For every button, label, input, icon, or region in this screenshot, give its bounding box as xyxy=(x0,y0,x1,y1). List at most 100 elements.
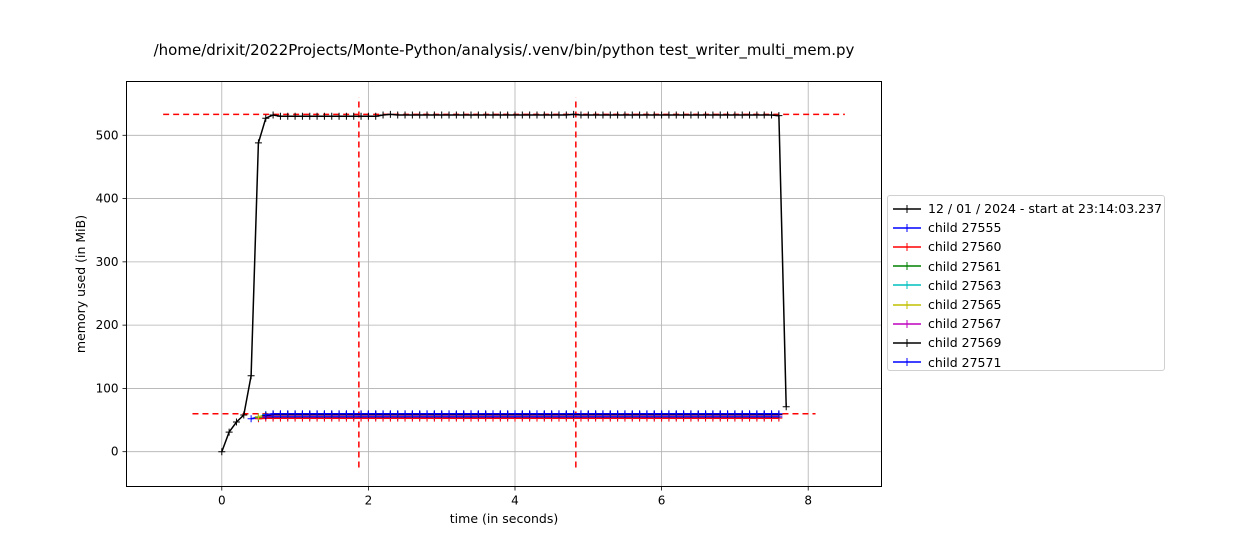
data-point-marker xyxy=(687,111,695,119)
series-2 xyxy=(254,414,783,423)
legend-label: 12 / 01 / 2024 - start at 23:14:03.237 xyxy=(928,201,1162,216)
data-point-marker xyxy=(540,111,548,119)
data-point-marker xyxy=(577,410,585,418)
y-axis-label: memory used (in MiB) xyxy=(73,215,88,353)
data-point-marker xyxy=(452,111,460,119)
data-point-marker xyxy=(584,410,592,418)
y-tick-label: 500 xyxy=(96,128,119,142)
data-point-marker xyxy=(262,411,270,419)
data-point-marker xyxy=(225,428,233,436)
data-point-marker xyxy=(496,410,504,418)
data-point-marker xyxy=(276,410,284,418)
legend-entry: child 27560 xyxy=(892,237,1001,256)
data-point-marker xyxy=(386,410,394,418)
data-point-marker xyxy=(716,410,724,418)
data-point-marker xyxy=(386,110,394,118)
data-point-marker xyxy=(269,111,277,119)
legend-swatch xyxy=(892,355,922,369)
legend-swatch xyxy=(892,298,922,312)
legend-entry: child 27563 xyxy=(892,276,1001,295)
data-point-marker xyxy=(423,410,431,418)
data-point-marker xyxy=(452,410,460,418)
data-point-marker xyxy=(555,410,563,418)
data-point-marker xyxy=(584,111,592,119)
data-point-marker xyxy=(592,111,600,119)
data-point-marker xyxy=(768,410,776,418)
data-point-marker xyxy=(218,448,226,456)
legend-label: child 27563 xyxy=(928,277,1002,293)
legend-entry: child 27567 xyxy=(892,314,1001,333)
data-point-marker xyxy=(526,111,534,119)
legend-swatch xyxy=(892,259,922,273)
data-point-marker xyxy=(379,111,387,119)
data-point-marker xyxy=(709,111,717,119)
data-point-marker xyxy=(738,410,746,418)
data-point-marker xyxy=(694,410,702,418)
series-0 xyxy=(218,110,790,456)
data-point-marker xyxy=(482,111,490,119)
data-point-marker xyxy=(680,111,688,119)
data-point-marker xyxy=(599,410,607,418)
data-point-marker xyxy=(445,410,453,418)
data-point-marker xyxy=(628,410,636,418)
data-point-marker xyxy=(298,112,306,120)
legend-swatch xyxy=(892,202,922,216)
data-point-marker xyxy=(489,410,497,418)
data-point-marker xyxy=(467,410,475,418)
y-axis-ticks: 0 100 200 300 400 500 xyxy=(96,128,127,459)
legend-swatch xyxy=(892,278,922,292)
data-point-marker xyxy=(262,114,270,122)
data-point-marker xyxy=(408,410,416,418)
data-point-marker xyxy=(570,110,578,118)
data-point-marker xyxy=(438,111,446,119)
series-line xyxy=(221,113,787,452)
data-point-marker xyxy=(496,111,504,119)
legend-label: child 27561 xyxy=(928,258,1002,274)
data-point-marker xyxy=(753,410,761,418)
data-point-marker xyxy=(533,410,541,418)
legend-label: child 27569 xyxy=(928,335,1002,351)
data-point-marker xyxy=(548,410,556,418)
legend-label: child 27565 xyxy=(928,297,1002,312)
data-point-marker xyxy=(760,410,768,418)
data-point-marker xyxy=(672,410,680,418)
data-point-marker xyxy=(577,111,585,119)
data-point-marker xyxy=(313,410,321,418)
data-point-marker xyxy=(284,410,292,418)
data-point-marker xyxy=(320,410,328,418)
data-point-marker xyxy=(335,112,343,120)
data-point-marker xyxy=(467,111,475,119)
data-point-marker xyxy=(650,111,658,119)
x-tick-label: 4 xyxy=(511,494,519,508)
data-point-marker xyxy=(753,111,761,119)
legend-label: child 27571 xyxy=(928,354,1002,370)
data-point-marker xyxy=(665,111,673,119)
x-axis-label: time (in seconds) xyxy=(450,511,558,526)
data-point-marker xyxy=(504,410,512,418)
data-point-marker xyxy=(350,410,358,418)
data-point-marker xyxy=(460,410,468,418)
data-point-marker xyxy=(614,111,622,119)
data-point-marker xyxy=(716,111,724,119)
data-point-marker xyxy=(379,410,387,418)
data-point-marker xyxy=(291,410,299,418)
legend-swatch xyxy=(892,317,922,331)
data-point-marker xyxy=(746,111,754,119)
data-point-marker xyxy=(269,410,277,418)
data-point-marker xyxy=(724,410,732,418)
x-tick-label: 0 xyxy=(218,494,226,508)
x-tick-label: 8 xyxy=(804,494,812,508)
data-point-marker xyxy=(643,410,651,418)
y-tick-label: 300 xyxy=(96,255,119,269)
data-point-marker xyxy=(423,111,431,119)
data-point-marker xyxy=(672,111,680,119)
data-point-marker xyxy=(357,112,365,120)
y-tick-label: 0 xyxy=(111,445,119,459)
data-point-marker xyxy=(650,410,658,418)
data-point-marker xyxy=(401,111,409,119)
data-point-marker xyxy=(636,410,644,418)
legend-label: child 27567 xyxy=(928,316,1002,332)
data-point-marker xyxy=(702,410,710,418)
legend-entry: child 27571 xyxy=(892,353,1001,372)
